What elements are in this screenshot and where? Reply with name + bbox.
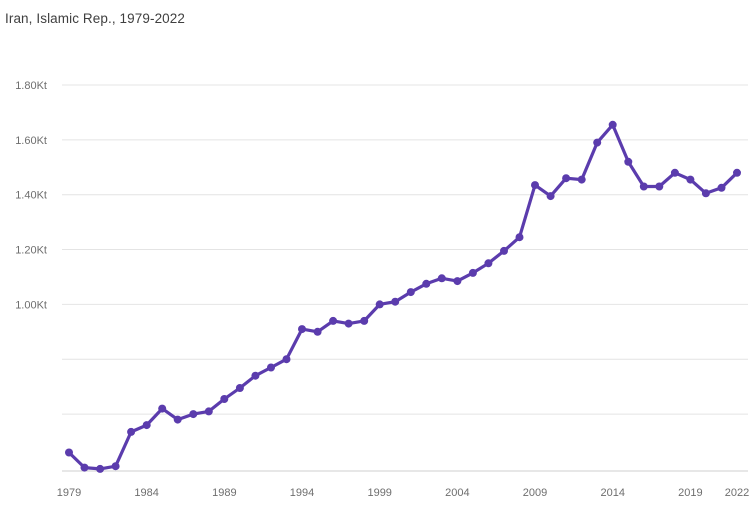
- data-point[interactable]: [158, 404, 167, 413]
- data-point[interactable]: [391, 297, 400, 306]
- data-point[interactable]: [639, 182, 648, 191]
- data-point[interactable]: [282, 355, 291, 364]
- data-point[interactable]: [453, 277, 462, 286]
- data-point[interactable]: [204, 407, 213, 416]
- data-point[interactable]: [577, 175, 586, 184]
- data-point[interactable]: [593, 138, 602, 147]
- data-point[interactable]: [422, 279, 431, 288]
- data-point[interactable]: [96, 464, 105, 473]
- x-axis-tick-label: 1979: [57, 487, 81, 499]
- data-point[interactable]: [468, 268, 477, 277]
- data-point[interactable]: [670, 168, 679, 177]
- x-axis-tick-label: 1999: [367, 487, 391, 499]
- data-point[interactable]: [562, 174, 571, 183]
- data-point[interactable]: [437, 274, 446, 283]
- data-point[interactable]: [375, 300, 384, 309]
- data-point[interactable]: [267, 363, 275, 372]
- data-point[interactable]: [329, 316, 338, 325]
- x-axis-tick-label: 2019: [678, 487, 702, 499]
- y-axis-tick-label: 1.20Kt: [15, 245, 47, 257]
- data-point[interactable]: [360, 316, 369, 325]
- data-point[interactable]: [127, 427, 136, 436]
- data-point[interactable]: [546, 192, 555, 201]
- x-axis-tick-label: 1984: [134, 487, 158, 499]
- data-point[interactable]: [701, 189, 710, 198]
- data-point[interactable]: [142, 421, 151, 430]
- data-point[interactable]: [484, 259, 493, 268]
- x-axis-tick-label: 1989: [212, 487, 236, 499]
- data-point[interactable]: [189, 410, 198, 419]
- data-point[interactable]: [686, 175, 695, 184]
- data-point[interactable]: [111, 462, 120, 471]
- data-point[interactable]: [733, 168, 741, 177]
- y-axis-tick-label: 1.80Kt: [15, 80, 47, 92]
- y-axis-tick-label: 1.40Kt: [15, 190, 47, 202]
- data-point[interactable]: [235, 384, 244, 392]
- x-axis-tick-label: 2022: [725, 487, 749, 499]
- data-point[interactable]: [624, 157, 633, 166]
- x-axis-tick-label: 1994: [290, 487, 314, 499]
- data-point[interactable]: [220, 395, 229, 403]
- data-point[interactable]: [608, 120, 617, 129]
- data-point[interactable]: [655, 182, 664, 191]
- x-axis-tick-label: 2014: [600, 487, 624, 499]
- y-axis-tick-label: 1.00Kt: [15, 299, 47, 311]
- data-point[interactable]: [406, 288, 415, 297]
- data-point[interactable]: [313, 327, 322, 336]
- data-line: [67, 123, 739, 471]
- x-axis-tick-label: 2004: [445, 487, 469, 499]
- data-point[interactable]: [251, 371, 260, 380]
- data-point[interactable]: [344, 319, 353, 328]
- chart-title: Iran, Islamic Rep., 1979-2022: [5, 11, 185, 26]
- x-axis-tick-label: 2009: [523, 487, 547, 499]
- data-point[interactable]: [515, 233, 524, 242]
- data-point[interactable]: [80, 463, 89, 472]
- y-axis-tick-label: 1.60Kt: [15, 135, 47, 147]
- data-point[interactable]: [298, 325, 306, 334]
- data-point[interactable]: [717, 183, 726, 192]
- data-point[interactable]: [500, 246, 508, 255]
- data-point[interactable]: [173, 415, 182, 424]
- data-point[interactable]: [531, 181, 539, 190]
- data-point[interactable]: [65, 448, 73, 457]
